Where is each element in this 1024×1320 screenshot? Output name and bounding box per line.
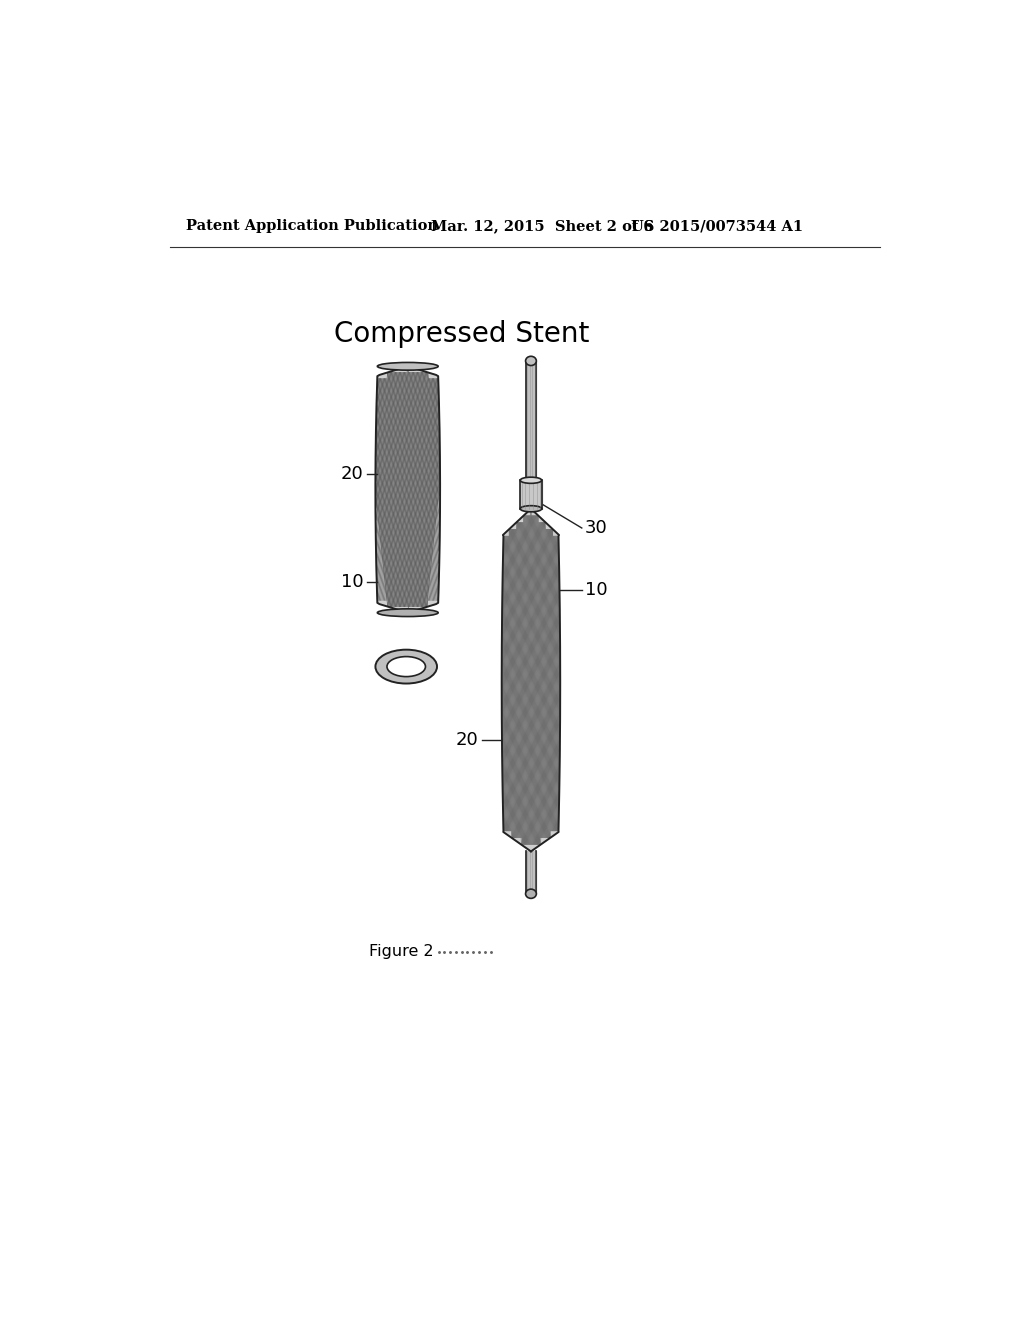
Ellipse shape [525,356,537,366]
Text: 10: 10 [341,573,364,591]
Polygon shape [376,367,440,612]
Text: 20: 20 [456,731,478,748]
Text: 10: 10 [585,581,607,598]
Ellipse shape [378,609,438,616]
Polygon shape [502,508,560,851]
Ellipse shape [387,656,425,677]
Text: Figure 2: Figure 2 [370,944,434,960]
Ellipse shape [525,890,537,899]
Text: Patent Application Publication: Patent Application Publication [186,219,438,234]
Ellipse shape [520,506,542,512]
Polygon shape [525,360,537,480]
Ellipse shape [376,649,437,684]
Text: Mar. 12, 2015  Sheet 2 of 6: Mar. 12, 2015 Sheet 2 of 6 [431,219,653,234]
Polygon shape [520,480,542,508]
Polygon shape [525,851,537,894]
Ellipse shape [520,477,542,483]
Ellipse shape [378,363,438,370]
Text: 30: 30 [585,519,607,537]
Text: Compressed Stent: Compressed Stent [334,319,590,348]
Text: 20: 20 [341,465,364,483]
Text: US 2015/0073544 A1: US 2015/0073544 A1 [631,219,803,234]
